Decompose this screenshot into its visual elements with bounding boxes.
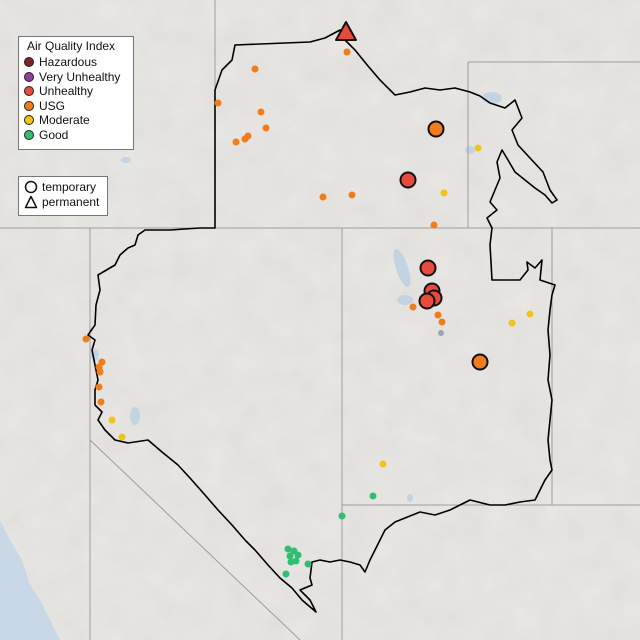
monitor-moderate xyxy=(379,460,387,468)
permanent-monitor-unhealthy xyxy=(335,21,357,41)
monitor-usg xyxy=(95,383,103,391)
legend-item-permanent: permanent xyxy=(19,194,107,209)
usg-swatch-icon xyxy=(24,100,34,111)
very-unhealthy-swatch-icon xyxy=(24,71,34,82)
monitor-good xyxy=(294,551,302,559)
legend-label: Moderate xyxy=(39,113,90,128)
monitor-type-legend: temporary permanent xyxy=(18,176,108,216)
legend-item-good: Good xyxy=(19,128,133,143)
monitor-good xyxy=(282,570,290,578)
legend-label: Very Unhealthy xyxy=(39,69,121,84)
temporary-monitors xyxy=(399,120,489,371)
temporary-monitor-unhealthy xyxy=(419,259,437,277)
moderate-swatch-icon xyxy=(24,115,34,126)
legend-label: Good xyxy=(39,127,69,142)
legend-item-very-unhealthy: Very Unhealthy xyxy=(19,70,133,85)
monitor-moderate xyxy=(526,310,534,318)
unhealthy-swatch-icon xyxy=(24,86,34,97)
good-swatch-icon xyxy=(24,129,34,140)
monitor-moderate xyxy=(108,416,116,424)
legend-item-temporary: temporary xyxy=(19,179,107,194)
ocean xyxy=(0,520,60,640)
temporary-monitor-usg xyxy=(471,353,489,371)
monitor-usg xyxy=(434,311,442,319)
small-monitors-moderate xyxy=(108,144,534,468)
monitor-usg xyxy=(214,99,222,107)
monitor-usg xyxy=(244,132,252,140)
monitor-usg xyxy=(319,193,327,201)
monitor-good xyxy=(287,558,295,566)
monitor-usg xyxy=(257,108,265,116)
legend-title: Air Quality Index xyxy=(27,39,116,53)
monitor-moderate xyxy=(508,319,516,327)
temporary-monitor-unhealthy xyxy=(418,292,436,310)
legend-item-unhealthy: Unhealthy xyxy=(19,84,133,99)
monitor-usg xyxy=(430,221,438,229)
monitor-usg xyxy=(232,138,240,146)
triangle-icon xyxy=(24,195,38,208)
legend-label: temporary xyxy=(42,179,97,194)
legend-label: permanent xyxy=(42,194,100,209)
monitor-good xyxy=(284,545,292,553)
small-monitors-usg xyxy=(82,48,446,406)
aqi-legend: Air Quality Index Hazardous Very Unhealt… xyxy=(18,36,134,150)
monitor-usg xyxy=(409,303,417,311)
circle-icon xyxy=(24,180,38,193)
region-boundary xyxy=(87,29,558,613)
monitor-unknown xyxy=(438,330,444,336)
temporary-monitor-usg xyxy=(427,120,445,138)
legend-item-hazardous: Hazardous xyxy=(19,55,133,70)
monitor-usg xyxy=(262,124,270,132)
small-monitors-good xyxy=(282,492,377,578)
monitor-usg xyxy=(438,318,446,326)
temporary-monitor-unhealthy xyxy=(399,171,417,189)
monitor-good xyxy=(369,492,377,500)
monitor-good xyxy=(286,552,294,560)
hazardous-swatch-icon xyxy=(24,57,34,68)
legend-label: Unhealthy xyxy=(39,84,94,99)
small-monitors-other xyxy=(438,330,444,336)
monitor-good xyxy=(304,560,312,568)
monitor-usg xyxy=(251,65,259,73)
monitor-usg xyxy=(82,335,90,343)
monitor-moderate xyxy=(440,189,448,197)
monitor-good xyxy=(338,512,346,520)
monitor-moderate xyxy=(118,433,126,441)
legend-label: Hazardous xyxy=(39,55,98,70)
monitor-moderate xyxy=(474,144,482,152)
legend-item-moderate: Moderate xyxy=(19,113,133,128)
monitor-usg xyxy=(343,48,351,56)
legend-item-usg: USG xyxy=(19,99,133,114)
monitor-usg xyxy=(348,191,356,199)
legend-label: USG xyxy=(39,98,66,113)
monitor-usg xyxy=(96,368,104,376)
monitor-usg xyxy=(97,398,105,406)
